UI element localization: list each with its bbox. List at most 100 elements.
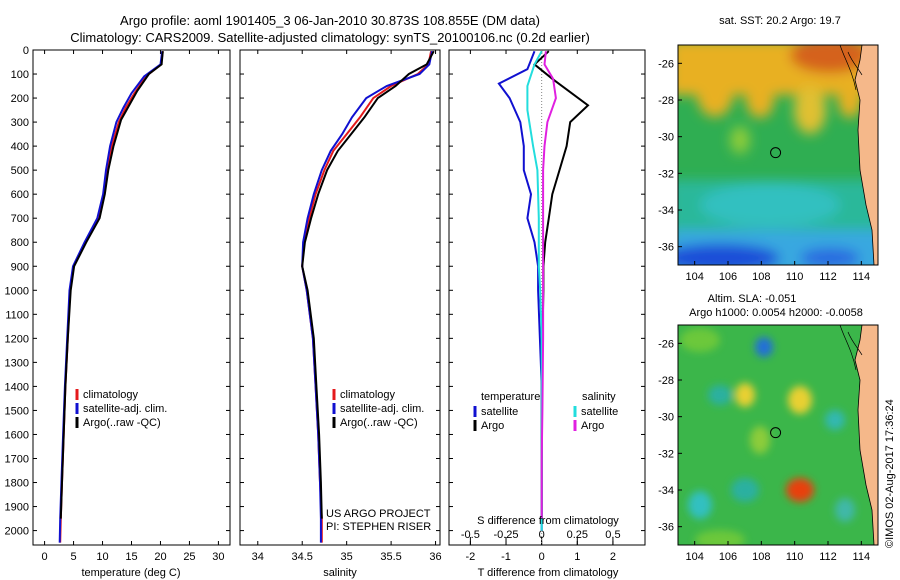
temperature-series (58, 51, 164, 543)
sst-heatmap (678, 45, 878, 265)
depth-tick-label: 400 (11, 141, 29, 153)
map-lon-tick-label: 106 (719, 271, 737, 283)
sla-map-title: Altim. SLA: -0.051 (708, 293, 797, 305)
sla-map-panel: Altim. SLA: -0.051 Argo h1000: 0.0054 h2… (658, 293, 879, 563)
series-line-argo (301, 50, 435, 519)
difference-panel: -2 -1 0 1 2 -0.5 -0.25 0 0.25 0.5 T difference f… (448, 49, 646, 579)
depth-tick-label: 1400 (5, 381, 29, 393)
map-lat-tick-label: -34 (658, 205, 674, 217)
temperature-legend: climatology satellite-adj. clim. Argo(..ra… (75, 389, 167, 429)
salinity-xlabel: salinity (323, 567, 357, 579)
header-line-2: Climatology: CARS2009. Satellite-adjuste… (70, 30, 590, 45)
sla-heatmap (678, 325, 878, 545)
s-difference-tick-label: 0 (539, 529, 545, 541)
legend-label: climatology (340, 389, 396, 401)
map-lat-tick-label: -26 (658, 58, 674, 70)
salinity-difference-axis: -0.5 -0.25 0 0.25 0.5 (461, 529, 621, 545)
x-tick-label: 35 (341, 551, 353, 563)
depth-tick-label: 200 (11, 93, 29, 105)
depth-tick-label: 1900 (5, 502, 29, 514)
project-label: US ARGO PROJECT (326, 508, 431, 520)
series-line-temperature-satellite (497, 50, 543, 531)
map-lat-tick-label: -30 (658, 412, 674, 424)
series-line-argo (59, 51, 164, 519)
x-tick-label: 25 (183, 551, 195, 563)
depth-tick-label: 1500 (5, 405, 29, 417)
map-lon-tick-label: 104 (685, 271, 703, 283)
depth-tick-label: 0 (23, 45, 29, 57)
header-line-1: Argo profile: aoml 1901405_3 06-Jan-2010… (120, 13, 540, 28)
map-lat-tick-label: -26 (658, 338, 674, 350)
map-lon-tick-label: 112 (819, 551, 837, 563)
map-lon-tick-label: 110 (786, 551, 804, 563)
pi-label: PI: STEPHEN RISER (326, 521, 431, 533)
depth-tick-label: 1700 (5, 453, 29, 465)
x-tick-label: 0 (42, 551, 48, 563)
legend-label: satellite (481, 406, 518, 418)
series-line-satellite (58, 51, 164, 543)
depth-tick-label: 1800 (5, 478, 29, 490)
depth-tick-label: 1300 (5, 357, 29, 369)
map-lat-tick-label: -28 (658, 375, 674, 387)
legend-temperature-header: temperature (481, 391, 540, 403)
x-tick-label: 15 (125, 551, 137, 563)
map-lon-tick-label: 110 (786, 271, 804, 283)
sst-map-axes: 104 106 108 110 112 114 -26 -28 -30 -32 -34 -36 (658, 58, 870, 283)
x-tick-label: 34 (252, 551, 264, 563)
depth-tick-label: 100 (11, 69, 29, 81)
depth-tick-label: 700 (11, 213, 29, 225)
map-lat-tick-label: -28 (658, 95, 674, 107)
legend-label: Argo(..raw -QC) (340, 417, 418, 429)
map-lon-tick-label: 114 (853, 271, 871, 283)
depth-tick-label: 600 (11, 189, 29, 201)
legend-label: Argo (581, 420, 604, 432)
argo-location-marker (770, 427, 782, 439)
depth-tick-label: 800 (11, 237, 29, 249)
temperature-xlabel: temperature (deg C) (81, 567, 180, 579)
x-tick-label: -1 (501, 551, 511, 563)
sst-map-frame (677, 44, 879, 266)
depth-tick-label: 1100 (5, 309, 29, 321)
temperature-panel: 0100200300400500600700800900100011001200… (5, 45, 645, 579)
sst-map-title: sat. SST: 20.2 Argo: 19.7 (719, 15, 841, 27)
x-tick-label: 35.5 (380, 551, 401, 563)
map-lat-tick-label: -32 (658, 448, 674, 460)
depth-tick-label: 1200 (5, 333, 29, 345)
s-difference-tick-label: -0.25 (493, 529, 518, 541)
x-tick-label: 1 (574, 551, 580, 563)
map-lat-tick-label: -30 (658, 132, 674, 144)
depth-tick-label: 900 (11, 261, 29, 273)
depth-tick-label: 1600 (5, 429, 29, 441)
x-tick-label: 34.5 (292, 551, 313, 563)
x-tick-label: -2 (465, 551, 475, 563)
map-lon-tick-label: 112 (819, 271, 837, 283)
argo-location-marker (770, 147, 782, 159)
legend-label: Argo (481, 420, 504, 432)
x-tick-label: 5 (70, 551, 76, 563)
difference-xlabel: T difference from climatology (478, 567, 619, 579)
map-lat-tick-label: -36 (658, 522, 674, 534)
s-difference-tick-label: -0.5 (461, 529, 480, 541)
x-tick-label: 2 (610, 551, 616, 563)
imos-stamp: ©IMOS 02-Aug-2017 17:36:24 (884, 399, 896, 548)
map-lon-tick-label: 108 (752, 551, 770, 563)
legend-label: climatology (83, 389, 139, 401)
difference-series (497, 50, 590, 545)
depth-axis: 0 100 200 300 400 500 600 700 800 900 1000 1100 1200… (5, 45, 645, 538)
s-difference-tick-label: 0.5 (605, 529, 620, 541)
sla-map-subtitle: Argo h1000: 0.0054 h2000: -0.0058 (689, 307, 863, 319)
series-line-salinity-salinity_argo (540, 51, 557, 519)
sla-map-frame (677, 324, 879, 546)
series-line-climatology (59, 51, 164, 543)
difference-legend: temperature salinity satellite satellite Arg… (473, 391, 618, 432)
x-tick-label: 30 (212, 551, 224, 563)
legend-label: satellite (581, 406, 618, 418)
x-tick-label: 10 (96, 551, 108, 563)
s-difference-tick-label: 0.25 (567, 529, 588, 541)
legend-label: satellite-adj. clim. (83, 403, 167, 415)
depth-tick-label: 300 (11, 117, 29, 129)
x-tick-label: 36 (429, 551, 441, 563)
sla-map-axes: 104 106 108 110 112 114 -26 -28 -30 -32 -34 -36 (658, 338, 870, 563)
salinity-series (301, 50, 435, 543)
